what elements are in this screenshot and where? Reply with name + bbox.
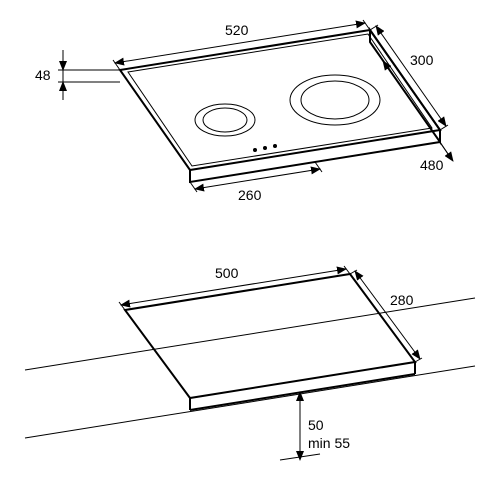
hob-front-edge <box>190 130 440 182</box>
dim-48: 48 <box>35 50 190 182</box>
control-panel <box>253 144 277 152</box>
dim-50: 50 min 55 <box>280 392 350 460</box>
counter-front-line <box>25 366 475 438</box>
dim-300-label: 300 <box>410 52 434 68</box>
dim-260-label: 260 <box>238 187 262 203</box>
dim-min55-label: min 55 <box>308 435 350 451</box>
dim-520: 520 <box>113 20 370 70</box>
cutout-view: 500 280 50 min 55 <box>25 265 475 460</box>
burner-large <box>290 75 380 125</box>
dim-50-label: 50 <box>308 417 324 433</box>
dim-260: 260 <box>190 162 322 203</box>
counter-back-line <box>25 298 475 370</box>
top-view: 520 300 48 260 <box>35 20 456 203</box>
dim-480-label: 480 <box>420 157 444 173</box>
dim-500-label: 500 <box>215 265 239 281</box>
technical-drawing: 520 300 48 260 <box>0 0 500 500</box>
burner-small <box>195 104 255 136</box>
dim-48-label: 48 <box>35 67 51 83</box>
dim-280-label: 280 <box>390 292 414 308</box>
dim-300: 300 <box>370 25 448 130</box>
dim-520-label: 520 <box>225 22 249 38</box>
dim-500: 500 <box>119 265 350 310</box>
